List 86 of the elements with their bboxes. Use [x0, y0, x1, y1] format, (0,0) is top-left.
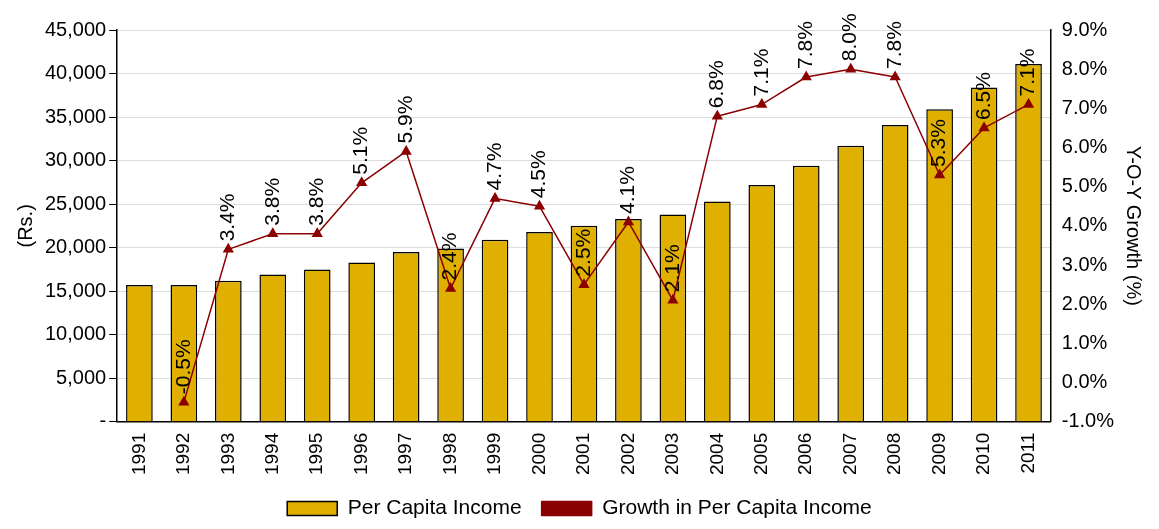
y2-tick-label: 9.0% [1061, 17, 1108, 40]
y-tick-label: 45,000 [45, 17, 107, 40]
data-label: 7.1% [748, 48, 772, 97]
y2-tick-label: 8.0% [1061, 56, 1108, 79]
y-tick-label: 30,000 [45, 148, 107, 171]
y2-tick-label: 3.0% [1061, 252, 1108, 275]
legend-label: Growth in Per Capita Income [602, 495, 872, 519]
x-tick-label: 1995 [305, 432, 327, 476]
legend-label: Per Capita Income [347, 495, 522, 519]
x-tick-label: 2007 [838, 432, 860, 476]
x-tick-label: 2004 [705, 432, 727, 476]
x-tick-label: 1996 [349, 432, 371, 476]
y2-axis-title: Y-O-Y Growth (%) [1123, 145, 1146, 306]
data-label: -0.5% [170, 339, 194, 395]
data-label: 5.9% [392, 95, 416, 144]
data-label: 6.8% [704, 60, 728, 109]
point [712, 110, 723, 120]
x-tick-label: 2005 [750, 432, 772, 476]
point [890, 71, 901, 81]
y2-tick-label: 0.0% [1061, 370, 1108, 393]
point [623, 216, 634, 226]
x-tick-label: 2011 [1016, 432, 1038, 474]
y-tick-label: 20,000 [45, 235, 107, 258]
y2-tick-label: 6.0% [1061, 135, 1108, 158]
point [667, 294, 678, 304]
point [401, 145, 412, 155]
data-label: 7.8% [881, 21, 905, 70]
data-label: 4.1% [615, 166, 639, 214]
data-label: 7.8% [793, 21, 817, 70]
data-label: 2.4% [437, 232, 461, 281]
x-tick-label: 2010 [972, 432, 994, 476]
point [312, 227, 323, 237]
data-label: 6.5% [970, 72, 994, 120]
point [445, 282, 456, 292]
data-label: 3.8% [259, 177, 283, 226]
data-label: 4.5% [526, 150, 550, 199]
x-tick-label: 1994 [261, 432, 282, 476]
data-label: 4.7% [481, 142, 505, 191]
y-tick-label: 25,000 [45, 191, 107, 214]
y-tick-label: 10,000 [45, 322, 107, 345]
x-tick-label: 2003 [661, 432, 683, 476]
y-tick-label: 15,000 [45, 278, 107, 301]
data-label: 5.1% [348, 126, 372, 175]
data-label: 3.8% [304, 177, 328, 226]
y-tick-label: 5,000 [56, 365, 107, 388]
data-label: 5.3% [926, 119, 950, 167]
data-label: 3.4% [215, 193, 239, 242]
x-tick-label: 2001 [572, 432, 594, 476]
y2-tick-label: 2.0% [1061, 291, 1108, 314]
x-tick-label: 1993 [216, 432, 238, 476]
x-tick-label: 1992 [172, 432, 194, 476]
point [356, 177, 367, 187]
point [801, 71, 812, 81]
y2-tick-label: 1.0% [1061, 330, 1108, 353]
point [534, 200, 545, 210]
data-label: 8.0% [837, 13, 861, 62]
y2-tick-label: 4.0% [1061, 213, 1108, 236]
x-tick-label: 2008 [883, 432, 905, 476]
point [934, 169, 945, 179]
y-tick-label: 35,000 [45, 104, 107, 127]
y2-tick-label: 7.0% [1061, 95, 1108, 118]
data-label: 2.1% [659, 244, 683, 293]
y2-tick-label: -1.0% [1061, 409, 1115, 432]
x-tick-label: 1998 [438, 432, 460, 476]
x-tick-label: 1997 [394, 432, 416, 476]
data-label: 2.5% [570, 228, 594, 277]
point [178, 396, 189, 406]
point [489, 192, 501, 202]
point [978, 122, 990, 132]
x-tick-label: 1991 [127, 432, 149, 476]
y2-tick-label: 5.0% [1061, 174, 1108, 197]
x-tick-label: 2006 [794, 432, 816, 476]
point [267, 227, 278, 237]
x-tick-label: 2009 [927, 432, 949, 476]
point [1023, 98, 1034, 108]
data-label: 7.1% [1015, 48, 1039, 97]
point [756, 98, 767, 108]
point [845, 63, 856, 73]
x-tick-label: 1999 [483, 432, 505, 476]
y-tick-label: 40,000 [45, 61, 107, 84]
y-axis-title: (Rs.) [13, 204, 36, 248]
y-tick-label: - [99, 409, 107, 432]
point [578, 278, 590, 288]
x-tick-label: 2002 [616, 432, 638, 476]
point [223, 243, 234, 253]
x-tick-label: 2000 [527, 432, 549, 476]
